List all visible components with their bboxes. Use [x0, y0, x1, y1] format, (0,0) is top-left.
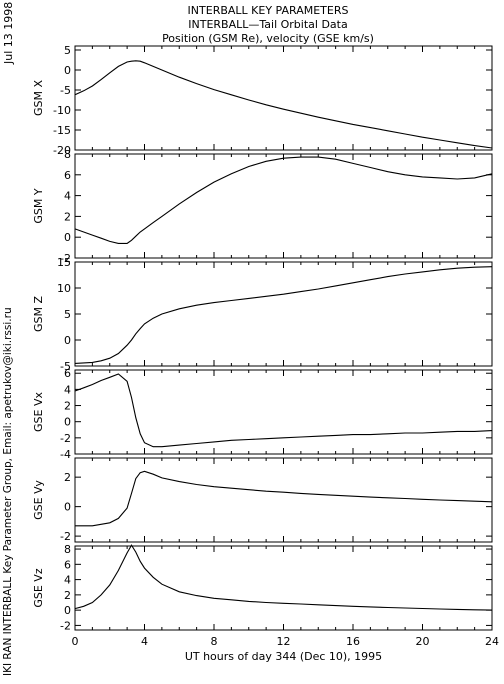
y-tick-label: -2	[60, 619, 71, 632]
y-tick-label: 0	[64, 231, 71, 244]
y-tick-label: -5	[60, 84, 71, 97]
y-tick-label: 8	[64, 148, 71, 161]
series-line	[74, 373, 493, 448]
panel-frame	[74, 369, 493, 455]
header-units: Position (GSM Re), velocity (GSE km/s)	[162, 32, 374, 45]
series-line	[74, 544, 493, 611]
y-tick-label: -4	[60, 448, 71, 461]
y-tick-label: 0	[64, 416, 71, 429]
y-tick-label: -5	[60, 360, 71, 373]
y-tick-label: 0	[64, 604, 71, 617]
y-tick-label: 10	[57, 282, 71, 295]
x-axis-label: UT hours of day 344 (Dec 10), 1995	[185, 650, 382, 663]
y-tick-label: -2	[60, 252, 71, 265]
header-subtitle: INTERBALL—Tail Orbital Data	[188, 18, 347, 31]
panel-frame	[74, 545, 493, 631]
series-line	[74, 60, 493, 149]
y-tick-label: 4	[64, 574, 71, 587]
panel-frame	[74, 45, 493, 151]
y-tick-label: 6	[64, 169, 71, 182]
y-axis-label: GSM Y	[32, 188, 45, 223]
x-tick-label: 12	[277, 635, 291, 648]
y-tick-label: 15	[57, 256, 71, 269]
panel-frame	[74, 261, 493, 367]
y-tick-label: 5	[64, 44, 71, 57]
y-tick-label: -20	[53, 144, 71, 157]
y-tick-label: 4	[64, 383, 71, 396]
y-axis-label: GSE Vy	[32, 480, 45, 520]
y-tick-label: 2	[64, 471, 71, 484]
y-tick-label: 6	[64, 367, 71, 380]
y-tick-label: -10	[53, 104, 71, 117]
x-tick-label: 0	[72, 635, 79, 648]
date-stamp: Jul 13 1998	[2, 1, 15, 64]
y-tick-label: 0	[64, 501, 71, 514]
series-line	[75, 470, 493, 527]
credit-line: IKI RAN INTERBALL Key Parameter Group, E…	[2, 307, 14, 676]
y-tick-label: -2	[60, 432, 71, 445]
y-tick-label: 2	[64, 400, 71, 413]
y-axis-label: GSE Vz	[32, 568, 45, 607]
y-axis-label: GSE Vx	[32, 392, 45, 432]
y-tick-label: 5	[64, 308, 71, 321]
x-tick-label: 20	[416, 635, 430, 648]
y-tick-label: 8	[64, 543, 71, 556]
x-tick-label: 4	[141, 635, 148, 648]
x-tick-label: 8	[211, 635, 218, 648]
y-tick-label: 0	[64, 334, 71, 347]
y-tick-label: -2	[60, 530, 71, 543]
y-tick-label: -15	[53, 124, 71, 137]
header-title: INTERBALL KEY PARAMETERS	[188, 4, 349, 17]
y-tick-label: 2	[64, 210, 71, 223]
y-axis-label: GSM Z	[32, 296, 45, 332]
series-line	[74, 156, 493, 244]
panel-frame	[74, 153, 493, 259]
x-tick-label: 16	[346, 635, 360, 648]
y-tick-label: 0	[64, 64, 71, 77]
y-axis-label: GSM X	[32, 80, 45, 116]
series-line	[74, 266, 493, 364]
y-tick-label: 2	[64, 589, 71, 602]
y-tick-label: 4	[64, 190, 71, 203]
x-tick-label: 24	[485, 635, 499, 648]
y-tick-label: 6	[64, 558, 71, 571]
